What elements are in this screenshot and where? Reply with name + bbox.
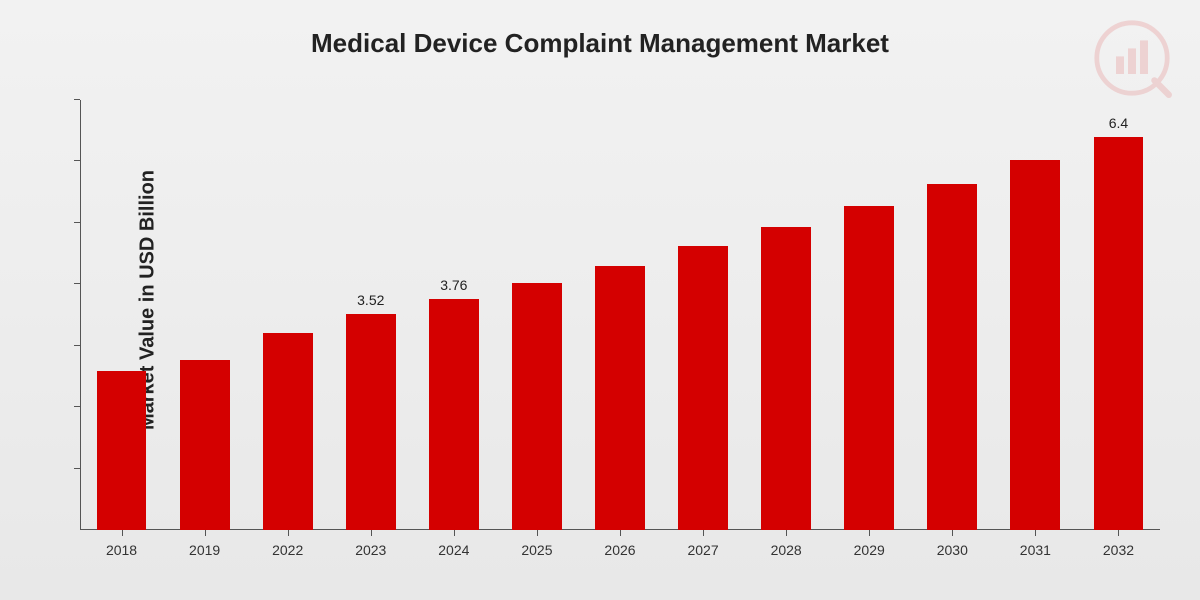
y-tick bbox=[74, 468, 80, 469]
x-tick-label: 2024 bbox=[438, 542, 469, 558]
bar bbox=[97, 371, 147, 530]
bar bbox=[761, 227, 811, 530]
x-tick-label: 2032 bbox=[1103, 542, 1134, 558]
x-tick-label: 2025 bbox=[521, 542, 552, 558]
x-tick bbox=[122, 530, 123, 536]
watermark-logo-icon bbox=[1092, 18, 1172, 98]
x-tick-label: 2019 bbox=[189, 542, 220, 558]
bar bbox=[263, 333, 313, 530]
y-tick bbox=[74, 160, 80, 161]
bar bbox=[595, 266, 645, 530]
x-tick-label: 2028 bbox=[771, 542, 802, 558]
x-tick-label: 2031 bbox=[1020, 542, 1051, 558]
bar bbox=[678, 246, 728, 530]
x-tick-label: 2023 bbox=[355, 542, 386, 558]
x-tick-label: 2027 bbox=[687, 542, 718, 558]
x-tick bbox=[620, 530, 621, 536]
y-tick bbox=[74, 99, 80, 100]
x-tick bbox=[952, 530, 953, 536]
x-tick bbox=[1035, 530, 1036, 536]
x-tick-label: 2018 bbox=[106, 542, 137, 558]
bar-value-label: 6.4 bbox=[1088, 115, 1148, 131]
x-tick bbox=[205, 530, 206, 536]
chart-canvas: Medical Device Complaint Management Mark… bbox=[0, 0, 1200, 600]
bar bbox=[180, 360, 230, 530]
x-tick-label: 2030 bbox=[937, 542, 968, 558]
bars-container: 3.52 3.76 6.4 bbox=[80, 100, 1160, 530]
bar bbox=[1010, 160, 1060, 530]
bar bbox=[512, 283, 562, 530]
x-tick bbox=[703, 530, 704, 536]
x-tick-label: 2026 bbox=[604, 542, 635, 558]
x-tick bbox=[288, 530, 289, 536]
x-tick-label: 2029 bbox=[854, 542, 885, 558]
x-tick-label: 2022 bbox=[272, 542, 303, 558]
x-tick bbox=[371, 530, 372, 536]
plot-area: 3.523.766.4 2018201920222023202420252026… bbox=[80, 100, 1160, 530]
chart-title: Medical Device Complaint Management Mark… bbox=[0, 28, 1200, 59]
x-tick bbox=[869, 530, 870, 536]
bar bbox=[927, 184, 977, 530]
bar-value-label: 3.76 bbox=[424, 277, 484, 293]
x-tick bbox=[537, 530, 538, 536]
bar bbox=[844, 206, 894, 530]
bar bbox=[346, 314, 396, 530]
x-tick bbox=[786, 530, 787, 536]
y-tick bbox=[74, 406, 80, 407]
bar-value-label: 3.52 bbox=[341, 292, 401, 308]
bar bbox=[429, 299, 479, 530]
y-tick bbox=[74, 283, 80, 284]
x-tick bbox=[454, 530, 455, 536]
x-tick bbox=[1118, 530, 1119, 536]
bar bbox=[1094, 137, 1144, 530]
y-tick bbox=[74, 222, 80, 223]
y-tick bbox=[74, 345, 80, 346]
